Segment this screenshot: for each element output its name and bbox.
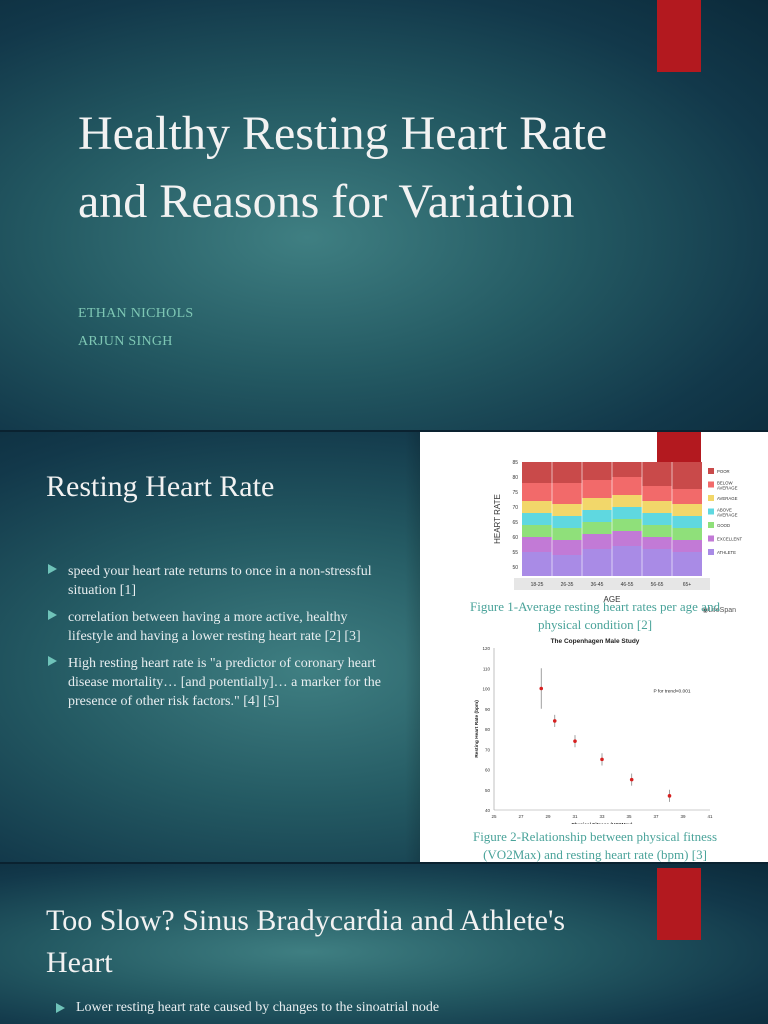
- resting-heart-rate-slide: Resting Heart Rate speed your heart rate…: [0, 432, 768, 864]
- bullet-text: High resting heart rate is "a predictor …: [68, 656, 381, 709]
- y-tick-label: 90: [485, 707, 491, 712]
- x-axis-title: Physical Fitness (VO2Max): [571, 822, 632, 824]
- list-item: correlation between having a more active…: [46, 608, 396, 646]
- slide-divider: [0, 862, 768, 864]
- figure1-area-chart: POORBELOWAVERAGEAVERAGEABOVEAVERAGEGOODE…: [493, 460, 742, 614]
- y-tick-label: 70: [485, 747, 491, 752]
- x-axis-title: AGE: [604, 595, 621, 604]
- bullet-arrow-icon: [48, 656, 57, 666]
- y-tick-label: 50: [485, 788, 491, 793]
- x-tick-label: 39: [680, 814, 686, 819]
- bullet-arrow-icon: [48, 610, 57, 620]
- legend-swatch: [708, 508, 714, 515]
- lifespan-watermark: ◉LifeSpan: [702, 607, 736, 614]
- x-tick-label: 26-35: [561, 582, 574, 588]
- x-tick-label: 37: [653, 814, 659, 819]
- bullet-text: speed your heart rate returns to once in…: [68, 564, 372, 598]
- y-axis-title: HEART RATE: [493, 494, 502, 544]
- y-tick-label: 55: [512, 550, 518, 556]
- list-item: speed your heart rate returns to once in…: [46, 562, 396, 600]
- scatter-point: [667, 794, 672, 798]
- y-tick-label: 110: [483, 666, 491, 671]
- slide-title: Healthy Resting Heart Rate and Reasons f…: [78, 107, 608, 228]
- legend-label: GOOD: [717, 523, 730, 528]
- legend-label: AVERAGE: [717, 513, 738, 518]
- legend-label: AVERAGE: [717, 486, 738, 491]
- legend-swatch: [708, 481, 714, 488]
- bullet-text: correlation between having a more active…: [68, 610, 361, 644]
- author-name: ETHAN NICHOLS: [78, 306, 194, 321]
- x-tick-label: 27: [518, 814, 524, 819]
- y-tick-label: 80: [512, 475, 518, 481]
- slide-title: Too Slow? Sinus Bradycardia and Athlete'…: [46, 904, 566, 979]
- y-tick-label: 75: [512, 490, 518, 496]
- y-tick-label: 40: [485, 808, 491, 813]
- legend-swatch: [708, 495, 714, 501]
- red-accent-tab: [657, 868, 701, 940]
- x-tick-label: 41: [707, 814, 713, 819]
- x-tick-label: 18-25: [531, 582, 544, 588]
- x-tick-label: 35: [626, 814, 632, 819]
- x-tick-label: 25: [491, 814, 497, 819]
- scatter-point: [552, 719, 557, 723]
- bullet-text: Lower resting heart rate caused by chang…: [76, 1000, 440, 1015]
- trend-annotation: P for trend<0.001: [653, 689, 690, 695]
- figure-panel: POOR BELOW AVERAGE AVERAGE ABOVE AVERAGE GOOD E…: [420, 432, 768, 864]
- red-accent-tab: [657, 0, 701, 72]
- scatter-point: [629, 777, 634, 782]
- legend-swatch: [708, 549, 714, 555]
- y-tick-label: 100: [482, 687, 490, 692]
- slide-background: [0, 0, 768, 432]
- legend-label: EXCELLENT: [717, 537, 742, 542]
- legend-label: BELOW: [717, 481, 733, 486]
- chart-title: The Copenhagen Male Study: [551, 638, 640, 645]
- legend-label: ABOVE: [717, 508, 732, 513]
- x-tick-label: 65+: [683, 582, 692, 588]
- legend-label: POOR: [717, 469, 730, 474]
- scatter-point: [600, 757, 604, 762]
- slide-background: [0, 864, 768, 1024]
- legend-swatch: [708, 468, 714, 474]
- y-tick-label: 70: [512, 505, 518, 511]
- y-tick-label: 120: [482, 646, 490, 651]
- bullet-list: speed your heart rate returns to once in…: [46, 562, 396, 719]
- slide-title: Resting Heart Rate: [46, 470, 275, 503]
- x-axis-band: [514, 578, 710, 590]
- x-tick-label: 36-45: [591, 582, 604, 588]
- legend-swatch: [708, 522, 714, 528]
- legend-swatch: [708, 535, 714, 542]
- y-tick-label: 60: [485, 768, 491, 773]
- legend-label: ATHLETE: [717, 550, 736, 555]
- legend-label: AVERAGE: [717, 496, 738, 501]
- bullet-arrow-icon: [48, 564, 57, 574]
- figure2-scatter-chart: The Copenhagen Male Study 40 50 60 70 80 90 100…: [474, 638, 713, 824]
- author-name: ARJUN SINGH: [78, 334, 173, 349]
- x-tick-label: 29: [545, 814, 551, 819]
- x-tick-label: 46-55: [621, 582, 634, 588]
- bradycardia-slide: Too Slow? Sinus Bradycardia and Athlete'…: [0, 864, 768, 1024]
- list-item: Lower resting heart rate caused by chang…: [56, 1000, 440, 1016]
- figure2-caption: Figure 2-Relationship between physical f…: [472, 829, 718, 862]
- x-tick-label: 31: [572, 814, 578, 819]
- bullet-arrow-icon: [56, 1003, 65, 1013]
- x-tick-label: 33: [599, 814, 605, 819]
- list-item: High resting heart rate is "a predictor …: [46, 654, 396, 711]
- x-tick-label: 56-65: [651, 582, 664, 588]
- scatter-point: [539, 686, 544, 691]
- scatter-point: [573, 739, 577, 743]
- y-tick-label: 65: [512, 520, 518, 526]
- y-tick-label: 60: [512, 535, 518, 541]
- figure1-caption: Figure 1-Average resting heart rates per…: [470, 599, 720, 632]
- y-tick-label: 50: [512, 565, 518, 571]
- title-slide: Healthy Resting Heart Rate and Reasons f…: [0, 0, 768, 432]
- y-tick-label: 80: [485, 727, 491, 732]
- y-tick-label: 85: [512, 460, 518, 466]
- slide-divider: [0, 430, 768, 432]
- y-axis-title: Resting Heart Rate (bpm): [474, 700, 480, 758]
- red-accent-tab: [657, 432, 701, 462]
